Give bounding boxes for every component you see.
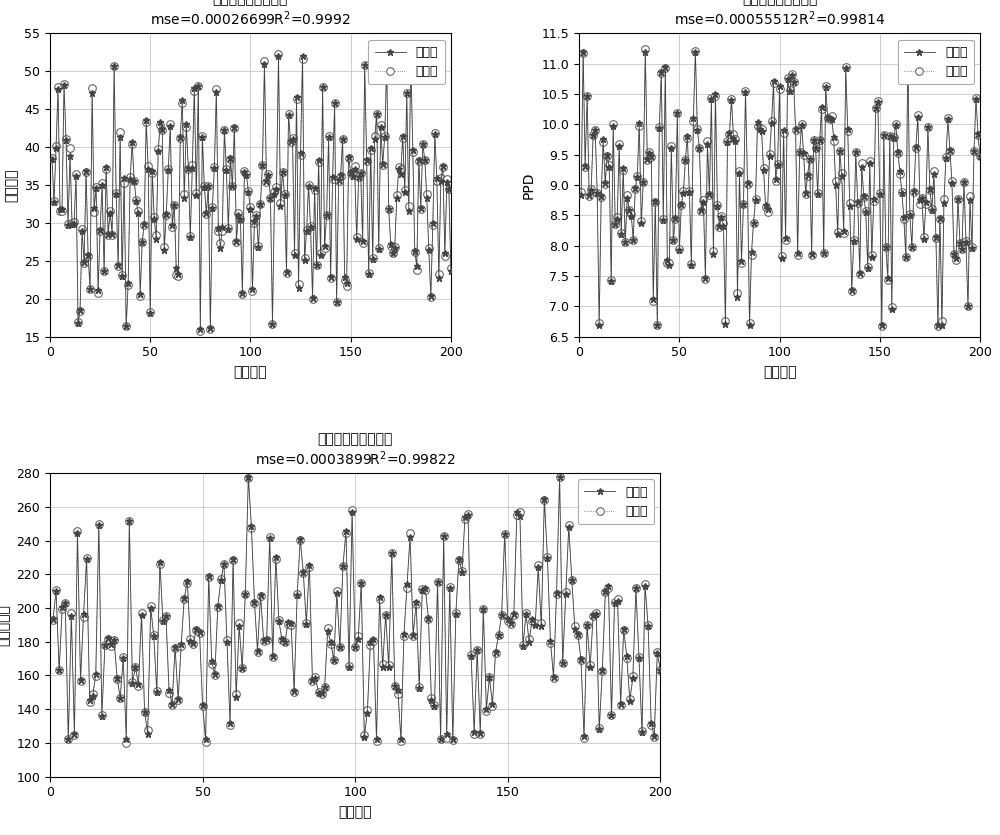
Legend: 真实值, 预测值: 真实值, 预测值 [578,479,654,524]
Legend: 真实值, 预测值: 真实值, 预测值 [368,39,445,84]
X-axis label: 样本编号: 样本编号 [763,365,796,379]
Title: 测试集预测结果对比
mse=0.00055512R$^2$=0.99814: 测试集预测结果对比 mse=0.00055512R$^2$=0.99814 [674,0,885,28]
X-axis label: 样本编号: 样本编号 [234,365,267,379]
Y-axis label: 初投资成本: 初投资成本 [0,604,11,645]
Title: 测试集预测结果对比
mse=0.00026699R$^2$=0.9992: 测试集预测结果对比 mse=0.00026699R$^2$=0.9992 [150,0,351,28]
Title: 测试集预测结果对比
mse=0.0003899R$^2$=0.99822: 测试集预测结果对比 mse=0.0003899R$^2$=0.99822 [255,433,456,468]
Y-axis label: 建筑能耗: 建筑能耗 [5,169,19,202]
X-axis label: 样本编号: 样本编号 [338,805,372,819]
Y-axis label: PPD: PPD [522,171,536,199]
Legend: 真实值, 预测值: 真实值, 预测值 [898,39,974,84]
